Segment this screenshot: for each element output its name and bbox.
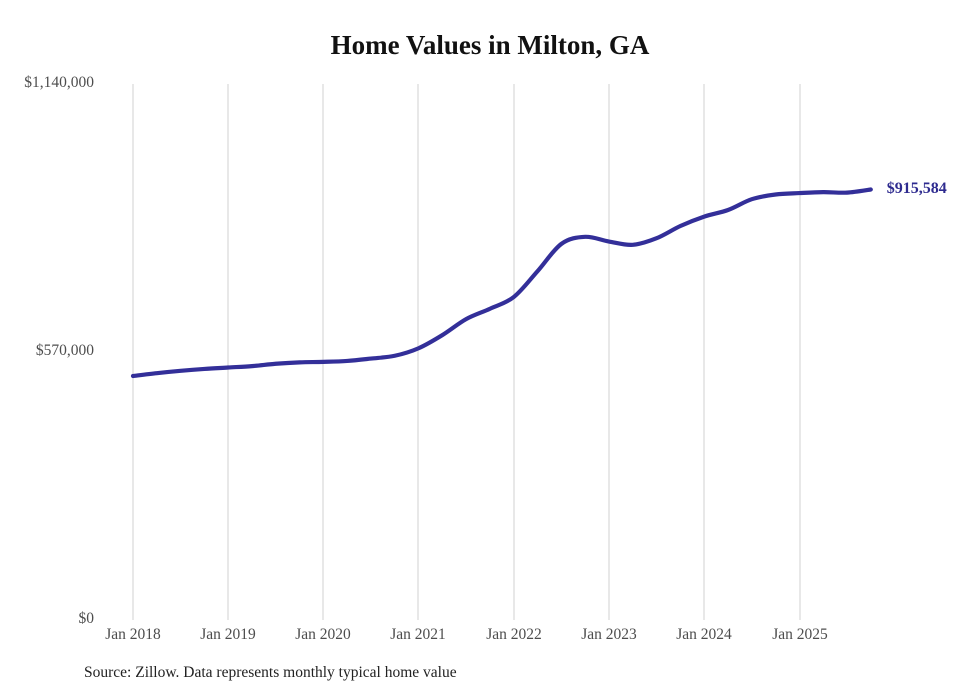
y-tick-label-0: $0 bbox=[78, 610, 95, 627]
y-tick-label-570000: $570,000 bbox=[35, 342, 94, 359]
gridlines bbox=[132, 84, 801, 620]
source-note: Source: Zillow. Data represents monthly … bbox=[84, 664, 457, 681]
y-tick-label-1140000: $1,140,000 bbox=[24, 74, 94, 91]
x-tick-label-jan-2021: Jan 2021 bbox=[390, 626, 446, 643]
x-tick-label-jan-2024: Jan 2024 bbox=[676, 626, 732, 643]
chart-title: Home Values in Milton, GA bbox=[330, 30, 650, 60]
x-tick-label-jan-2022: Jan 2022 bbox=[486, 626, 542, 643]
x-tick-label-jan-2018: Jan 2018 bbox=[105, 626, 161, 643]
x-tick-label-jan-2020: Jan 2020 bbox=[295, 626, 351, 643]
end-value-label: $915,584 bbox=[886, 179, 947, 197]
x-tick-label-jan-2019: Jan 2019 bbox=[200, 626, 256, 643]
data-series-line bbox=[130, 187, 873, 379]
x-tick-label-jan-2025: Jan 2025 bbox=[772, 626, 828, 643]
x-tick-label-jan-2023: Jan 2023 bbox=[581, 626, 637, 643]
